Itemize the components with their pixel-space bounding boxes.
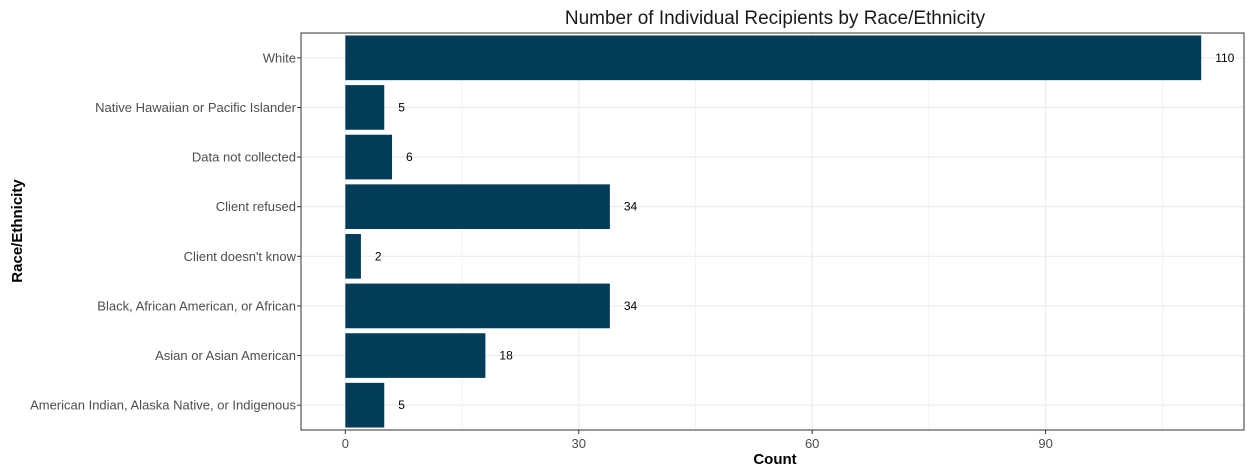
y-tick-label: Asian or Asian American	[155, 348, 296, 363]
y-tick-label: Native Hawaiian or Pacific Islander	[95, 100, 297, 115]
bar	[345, 85, 385, 130]
data-label: 6	[406, 150, 413, 164]
data-labels: 110 5 6 34 2 34 18 5	[375, 51, 1235, 412]
chart-title: Number of Individual Recipients by Race/…	[565, 8, 986, 29]
bar	[345, 184, 610, 230]
bar	[345, 134, 393, 180]
bar	[345, 283, 610, 329]
data-label: 5	[398, 100, 405, 114]
x-axis-title: Count	[753, 451, 796, 468]
panel-border	[300, 32, 1245, 431]
x-tick-label: 60	[805, 436, 819, 451]
y-tick-label: Client doesn't know	[184, 249, 297, 264]
data-label: 110	[1215, 51, 1234, 65]
data-label: 5	[398, 398, 405, 412]
y-tick-label: Client refused	[216, 199, 296, 214]
x-axis-ticks: 0 30 60 90	[342, 430, 1053, 451]
y-tick-label: Data not collected	[192, 150, 296, 165]
y-axis-title: Race/Ethnicity	[9, 179, 26, 283]
x-tick-label: 30	[572, 436, 586, 451]
data-label: 18	[499, 349, 513, 363]
data-label: 34	[624, 200, 638, 214]
bar	[345, 382, 385, 428]
bar	[345, 333, 486, 378]
data-label: 2	[375, 249, 382, 263]
y-tick-label: Black, African American, or African	[97, 298, 296, 313]
bar	[345, 233, 361, 279]
data-label: 34	[624, 299, 638, 313]
y-tick-label: American Indian, Alaska Native, or Indig…	[30, 398, 296, 413]
y-tick-label: White	[263, 50, 296, 65]
y-axis-ticks: White Native Hawaiian or Pacific Islander…	[30, 50, 301, 413]
x-tick-label: 90	[1038, 436, 1052, 451]
bar	[345, 35, 1202, 81]
x-tick-label: 0	[342, 436, 349, 451]
bars	[345, 35, 1202, 428]
